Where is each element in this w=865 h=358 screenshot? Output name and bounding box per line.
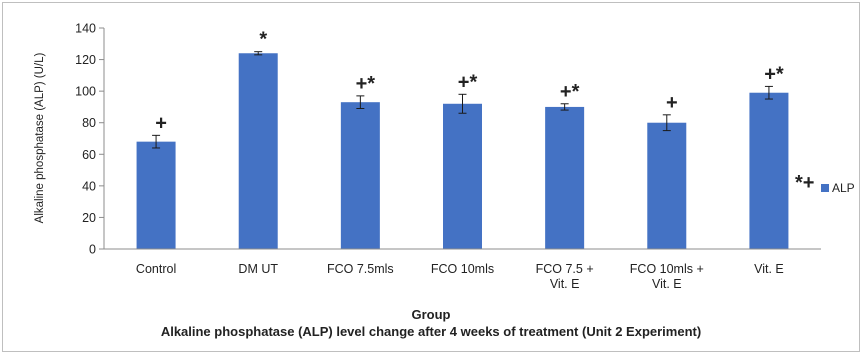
y-tick-label: 80 xyxy=(82,116,96,130)
x-tick-label: Vit. E xyxy=(652,277,682,291)
y-tick-label: 60 xyxy=(82,148,96,162)
y-axis-label: Alkaline phosphatase (ALP) (U/L) xyxy=(34,52,46,223)
error-bar xyxy=(764,85,773,100)
y-tick-label: 20 xyxy=(82,211,96,225)
bar xyxy=(749,92,789,249)
bar xyxy=(647,122,687,249)
legend: *+ ALP xyxy=(795,172,855,195)
x-tick-label: Vit. E xyxy=(754,262,784,276)
bars xyxy=(136,53,789,250)
error-bars xyxy=(152,51,773,149)
x-tick-label: FCO 7.5 + xyxy=(536,262,594,276)
significance-mark: + xyxy=(155,112,167,134)
y-tick-label: 120 xyxy=(75,53,96,67)
significance-mark: * xyxy=(259,29,267,51)
error-bar xyxy=(254,51,263,56)
y-tick-label: 140 xyxy=(75,22,96,36)
x-tick-label: FCO 10mls xyxy=(431,262,494,276)
x-tick-label: DM UT xyxy=(238,262,278,276)
bar xyxy=(136,141,176,249)
x-tick-label: Vit. E xyxy=(550,277,580,291)
x-axis: Control DM UT FCO 7.5mls FCO 10mls FCO 7.5 +… xyxy=(104,248,821,291)
y-tick-label: 100 xyxy=(75,85,96,99)
significance-mark: +* xyxy=(764,63,784,85)
y-axis: 0 20 40 60 80 100 120 140 xyxy=(75,22,105,257)
y-tick-label: 0 xyxy=(89,243,96,257)
significance-mark: +* xyxy=(458,71,478,93)
bar xyxy=(340,102,380,249)
x-tick-label: FCO 10mls + xyxy=(630,262,704,276)
chart-title: Alkaline phosphatase (ALP) level change … xyxy=(161,324,701,339)
significance-mark: +* xyxy=(560,81,580,103)
significance-mark: +* xyxy=(356,73,376,95)
error-bar xyxy=(662,114,671,132)
y-tick-label: 40 xyxy=(82,179,96,193)
bar xyxy=(545,106,585,249)
bar xyxy=(443,103,482,250)
chart-frame: 0 20 40 60 80 100 120 140 + * +* +* +* + +* Control DM… xyxy=(2,2,860,352)
significance-marks: +*+* +* +*++* xyxy=(155,29,784,135)
x-axis-label: Group xyxy=(412,307,451,322)
bar xyxy=(238,53,278,249)
legend-marks: *+ xyxy=(795,172,814,194)
legend-label: ALP xyxy=(832,181,855,195)
x-tick-label: FCO 7.5mls xyxy=(327,262,394,276)
x-tick-label: Control xyxy=(136,262,176,276)
error-bar xyxy=(152,134,161,149)
significance-mark: + xyxy=(666,92,678,114)
legend-swatch xyxy=(821,184,829,192)
error-bar xyxy=(458,93,467,114)
error-bar xyxy=(356,95,365,110)
error-bar xyxy=(560,103,569,111)
